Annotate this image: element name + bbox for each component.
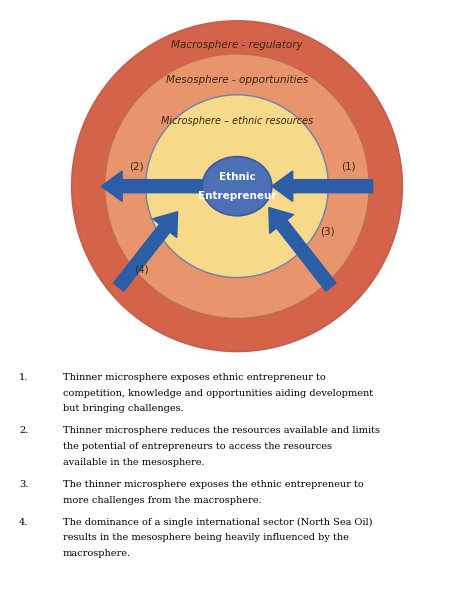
Text: 1.: 1. <box>19 373 28 382</box>
Ellipse shape <box>146 95 328 278</box>
Text: (2): (2) <box>129 161 144 171</box>
Text: 4.: 4. <box>19 518 28 527</box>
Text: the potential of entrepreneurs to access the resources: the potential of entrepreneurs to access… <box>63 442 332 451</box>
Text: Ethnic: Ethnic <box>219 172 255 181</box>
Text: available in the mesosphere.: available in the mesosphere. <box>63 458 204 467</box>
Text: Thinner microsphere exposes ethnic entrepreneur to: Thinner microsphere exposes ethnic entre… <box>63 373 325 382</box>
Text: The thinner microsphere exposes the ethnic entrepreneur to: The thinner microsphere exposes the ethn… <box>63 480 363 489</box>
Text: (1): (1) <box>341 161 356 171</box>
FancyArrow shape <box>101 171 202 202</box>
FancyArrow shape <box>269 208 336 291</box>
Text: (3): (3) <box>320 227 335 236</box>
Text: Mesosphere - opportunities: Mesosphere - opportunities <box>166 75 308 85</box>
Text: Thinner microsphere reduces the resources available and limits: Thinner microsphere reduces the resource… <box>63 426 380 435</box>
FancyArrow shape <box>114 212 178 291</box>
Text: Microsphere – ethnic resources: Microsphere – ethnic resources <box>161 116 313 126</box>
Ellipse shape <box>105 54 369 319</box>
Text: results in the mesosphere being heavily influenced by the: results in the mesosphere being heavily … <box>63 533 348 543</box>
Text: but bringing challenges.: but bringing challenges. <box>63 404 183 414</box>
Text: Entrepreneur: Entrepreneur <box>198 191 276 201</box>
Text: competition, knowledge and opportunities aiding development: competition, knowledge and opportunities… <box>63 389 373 398</box>
Text: more challenges from the macrosphere.: more challenges from the macrosphere. <box>63 496 261 505</box>
Text: macrosphere.: macrosphere. <box>63 549 131 558</box>
Text: 3.: 3. <box>19 480 28 489</box>
Text: (4): (4) <box>134 265 149 275</box>
Ellipse shape <box>72 21 402 351</box>
Text: The dominance of a single international sector (North Sea Oil): The dominance of a single international … <box>63 518 372 527</box>
Text: 2.: 2. <box>19 426 28 435</box>
Text: Macrosphere - regulatory: Macrosphere - regulatory <box>171 40 303 50</box>
FancyArrow shape <box>272 171 373 202</box>
Ellipse shape <box>202 157 272 216</box>
